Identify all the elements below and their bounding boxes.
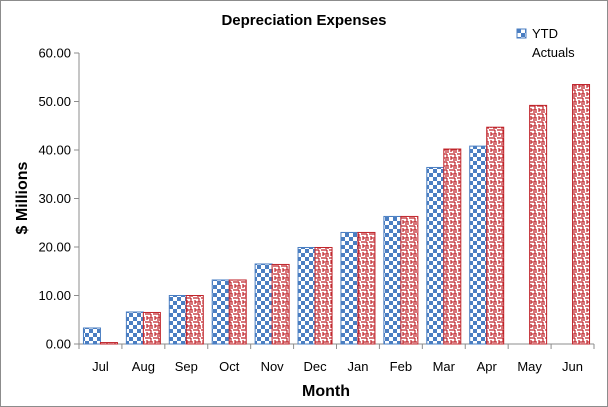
bar-series-1 xyxy=(383,215,402,345)
bar-series-1 xyxy=(168,295,187,345)
x-tick-label: Aug xyxy=(132,359,155,374)
y-tick-label: 50.00 xyxy=(38,94,71,109)
bar-series-1 xyxy=(469,145,488,345)
bar-series-2 xyxy=(443,148,462,345)
legend: YTD Actuals xyxy=(516,26,575,60)
x-tick-label: Apr xyxy=(477,359,498,374)
legend-label: YTD Actuals xyxy=(532,26,575,60)
bar-series-2 xyxy=(572,84,591,345)
y-tick-label: 20.00 xyxy=(38,240,71,255)
x-tick-label: Dec xyxy=(303,359,327,374)
plot-area: 0.00 10.00 20.00 30.00 40.00 50.00 60.00 Jul Aug… xyxy=(38,46,595,374)
y-tick-label: 60.00 xyxy=(38,46,71,61)
x-tick-label: Oct xyxy=(219,359,240,374)
bar-series-1 xyxy=(340,231,359,345)
bar-series-2 xyxy=(400,215,419,345)
x-tick-label: Feb xyxy=(390,359,412,374)
legend-swatch xyxy=(516,28,527,39)
bar-series-2 xyxy=(529,104,548,345)
x-tick-label: Nov xyxy=(261,359,285,374)
bar-series-2 xyxy=(314,246,333,345)
y-tick-label: 0.00 xyxy=(46,337,71,352)
x-axis-title: Month xyxy=(302,383,350,400)
bar-series-2 xyxy=(185,295,204,345)
bar-series-2 xyxy=(99,342,118,345)
bar-series-2 xyxy=(228,279,247,345)
x-tick-label: May xyxy=(517,359,542,374)
bar-series-2 xyxy=(271,263,290,345)
bar-series-1 xyxy=(426,166,445,345)
y-tick-label: 40.00 xyxy=(38,143,71,158)
x-tick-label: Jun xyxy=(562,359,583,374)
bar-series-1 xyxy=(211,279,230,345)
bar-series-1 xyxy=(297,246,316,345)
bar-series-2 xyxy=(486,126,505,345)
x-tick-label: Jul xyxy=(92,359,109,374)
bar-series-2 xyxy=(357,231,376,345)
bar-series-2 xyxy=(142,311,161,345)
bar-series-1 xyxy=(254,263,273,345)
y-tick-label: 10.00 xyxy=(38,288,71,303)
bar-series-1 xyxy=(82,327,101,345)
bar-series-1 xyxy=(125,311,144,345)
x-tick-label: Sep xyxy=(175,359,198,374)
chart-title: Depreciation Expenses xyxy=(221,12,386,29)
y-tick-label: 30.00 xyxy=(38,191,71,206)
x-tick-label: Jan xyxy=(347,359,368,374)
x-tick-label: Mar xyxy=(433,359,456,374)
y-axis-title: $ Millions xyxy=(14,161,31,234)
